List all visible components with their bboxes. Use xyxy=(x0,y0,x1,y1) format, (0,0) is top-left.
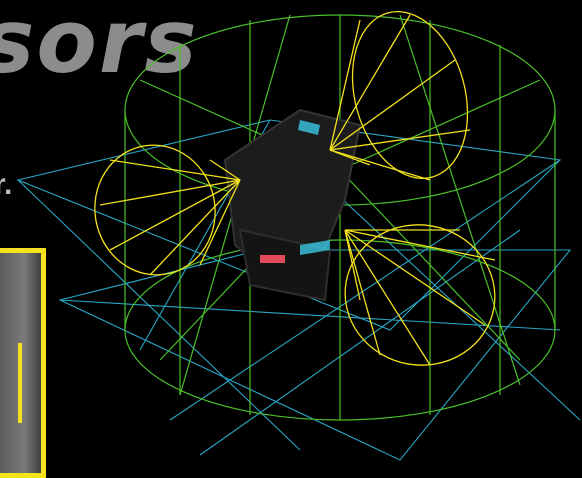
fov-cone-left xyxy=(94,144,241,276)
fov-cone-bottom-right xyxy=(344,224,496,366)
cylinder-wireframe xyxy=(124,14,556,421)
page-title: sors xyxy=(0,0,199,93)
robot-body xyxy=(223,108,362,302)
robot-label xyxy=(260,255,285,263)
sensor-fov-diagram xyxy=(16,11,581,461)
fov-cone-top-right xyxy=(329,11,471,181)
body-text-fragment: r. xyxy=(0,168,13,201)
thumbnail-marker xyxy=(18,343,36,423)
